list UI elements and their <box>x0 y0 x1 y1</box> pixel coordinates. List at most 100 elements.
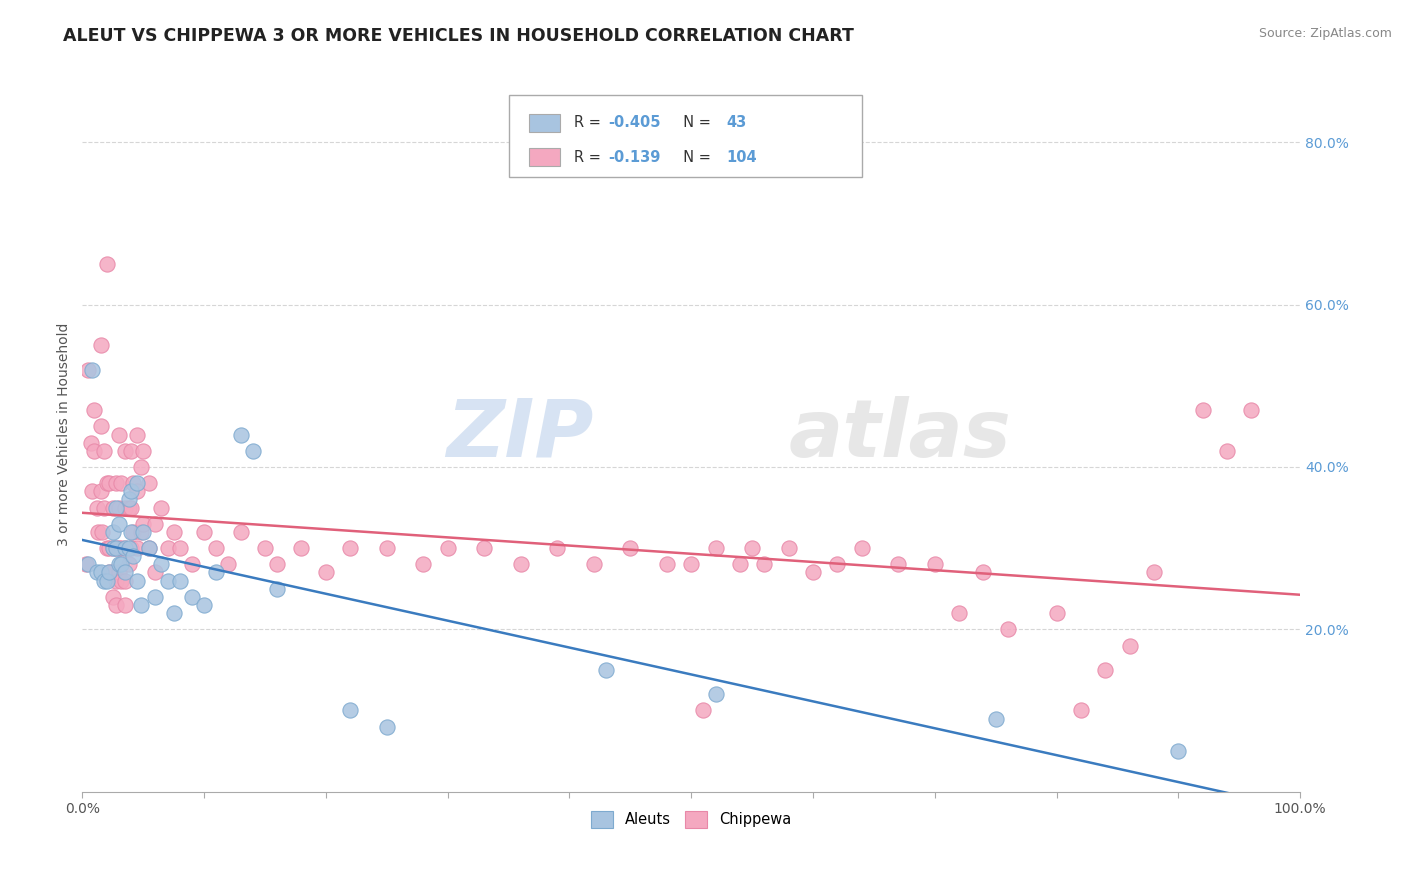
Point <box>595 663 617 677</box>
Point <box>105 541 128 556</box>
Point <box>90 566 112 580</box>
Point <box>150 558 173 572</box>
Point <box>108 427 131 442</box>
Point <box>93 574 115 588</box>
Point <box>143 516 166 531</box>
Point <box>138 476 160 491</box>
Text: N =: N = <box>673 150 716 165</box>
Point <box>127 476 149 491</box>
Point <box>114 598 136 612</box>
Point <box>754 558 776 572</box>
Point <box>108 516 131 531</box>
Point <box>108 558 131 572</box>
Point <box>851 541 873 556</box>
Point <box>105 598 128 612</box>
Point <box>143 590 166 604</box>
Text: 43: 43 <box>727 115 747 130</box>
Point <box>132 443 155 458</box>
Point <box>120 524 142 539</box>
Point <box>162 606 184 620</box>
Point <box>90 419 112 434</box>
Point <box>93 500 115 515</box>
Point <box>98 476 121 491</box>
Point <box>801 566 824 580</box>
Point <box>120 541 142 556</box>
Point <box>98 566 121 580</box>
Point <box>127 484 149 499</box>
Point <box>110 541 132 556</box>
Point <box>114 443 136 458</box>
Text: R =: R = <box>574 115 606 130</box>
Point <box>704 687 727 701</box>
Point <box>217 558 239 572</box>
Point <box>1094 663 1116 677</box>
Point <box>180 590 202 604</box>
Point <box>132 516 155 531</box>
Point <box>266 582 288 596</box>
Point <box>120 443 142 458</box>
Point <box>546 541 568 556</box>
Point <box>290 541 312 556</box>
Point <box>129 598 152 612</box>
Point <box>86 566 108 580</box>
Point <box>266 558 288 572</box>
Point <box>77 362 100 376</box>
Bar <box>529 148 560 166</box>
Y-axis label: 3 or more Vehicles in Household: 3 or more Vehicles in Household <box>58 323 72 546</box>
Point <box>1216 443 1239 458</box>
Text: 104: 104 <box>727 150 756 165</box>
Point <box>80 435 103 450</box>
Point <box>143 566 166 580</box>
Point <box>96 574 118 588</box>
Point <box>375 720 398 734</box>
Text: -0.139: -0.139 <box>609 150 661 165</box>
Point <box>101 541 124 556</box>
Point <box>339 703 361 717</box>
Point <box>96 257 118 271</box>
Point <box>692 703 714 717</box>
Point <box>83 403 105 417</box>
Point <box>77 558 100 572</box>
Point <box>127 427 149 442</box>
Legend: Aleuts, Chippewa: Aleuts, Chippewa <box>585 805 797 834</box>
Point <box>229 524 252 539</box>
Point <box>741 541 763 556</box>
Point <box>114 574 136 588</box>
Point <box>1118 639 1140 653</box>
Point <box>728 558 751 572</box>
FancyBboxPatch shape <box>509 95 862 178</box>
Point <box>122 549 145 564</box>
Point <box>96 476 118 491</box>
Point <box>156 541 179 556</box>
Point <box>169 574 191 588</box>
Point <box>87 524 110 539</box>
Point <box>101 541 124 556</box>
Point <box>242 443 264 458</box>
Point <box>105 574 128 588</box>
Point <box>138 541 160 556</box>
Point <box>110 476 132 491</box>
Point <box>122 524 145 539</box>
Point <box>101 590 124 604</box>
Point <box>108 566 131 580</box>
Point <box>114 566 136 580</box>
Point <box>83 443 105 458</box>
Point <box>101 566 124 580</box>
Point <box>229 427 252 442</box>
Point <box>105 500 128 515</box>
Point <box>86 500 108 515</box>
Point <box>778 541 800 556</box>
Point <box>582 558 605 572</box>
Point <box>205 541 228 556</box>
Point <box>129 460 152 475</box>
Point <box>120 484 142 499</box>
Point <box>924 558 946 572</box>
Point <box>101 500 124 515</box>
Text: ALEUT VS CHIPPEWA 3 OR MORE VEHICLES IN HOUSEHOLD CORRELATION CHART: ALEUT VS CHIPPEWA 3 OR MORE VEHICLES IN … <box>63 27 855 45</box>
Point <box>90 338 112 352</box>
Point <box>80 484 103 499</box>
Point <box>117 500 139 515</box>
Point <box>984 712 1007 726</box>
Point <box>180 558 202 572</box>
Point <box>704 541 727 556</box>
